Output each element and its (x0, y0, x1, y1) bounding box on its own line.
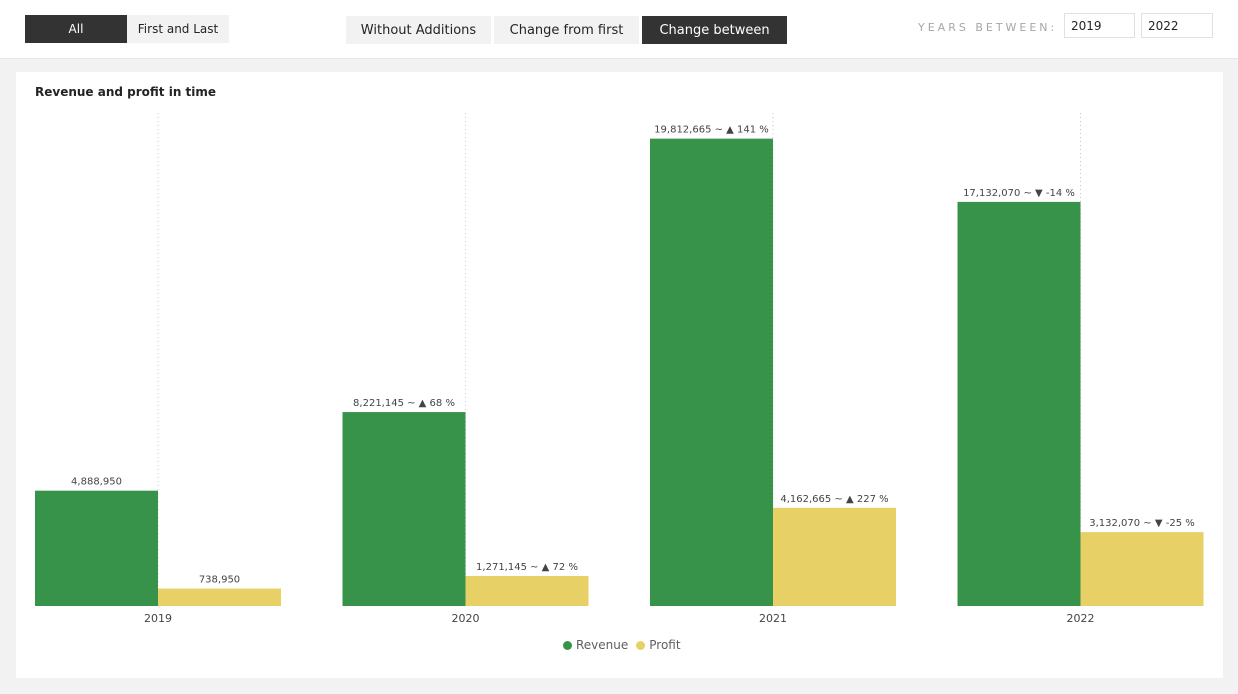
legend-profit-label: Profit (649, 638, 681, 652)
profit-data-label-2020: 1,271,145 ~ ▲ 72 % (476, 562, 578, 573)
chart-legend: Revenue Profit (563, 638, 689, 652)
x-tick-label-2022: 2022 (1067, 612, 1095, 625)
profit-bar-2020[interactable] (465, 576, 589, 606)
tab-without-additions[interactable]: Without Additions (346, 16, 491, 44)
year-to-input[interactable]: 2022 (1141, 13, 1213, 38)
legend-item-revenue[interactable]: Revenue (563, 638, 628, 652)
year-from-input[interactable]: 2019 (1064, 13, 1135, 38)
legend-profit-dot (636, 640, 646, 650)
toggle-first-and-last-button[interactable]: First and Last (127, 15, 229, 43)
revenue-data-label-2019: 4,888,950 (71, 477, 122, 488)
profit-bar-2019[interactable] (158, 588, 281, 606)
profit-bar-2021[interactable] (773, 507, 896, 606)
top-filter-bar: All First and Last Without Additions Cha… (0, 0, 1238, 59)
chart-title: Revenue and profit in time (35, 85, 217, 99)
legend-item-profit[interactable]: Profit (636, 638, 681, 652)
profit-data-label-2022: 3,132,070 ~ ▼ -25 % (1089, 518, 1195, 529)
revenue-bar-2021[interactable] (650, 138, 773, 606)
x-tick-label-2019: 2019 (144, 612, 172, 625)
revenue-data-label-2021: 19,812,665 ~ ▲ 141 % (654, 125, 769, 136)
revenue-bar-2019[interactable] (35, 490, 158, 606)
toggle-all-button[interactable]: All (25, 15, 127, 43)
revenue-bar-2020[interactable] (342, 412, 466, 606)
tab-change-between[interactable]: Change between (642, 16, 787, 44)
profit-data-label-2019: 738,950 (199, 575, 240, 586)
revenue-data-label-2022: 17,132,070 ~ ▼ -14 % (963, 188, 1075, 199)
years-between-label: YEARS BETWEEN: (918, 21, 1058, 34)
revenue-data-label-2020: 8,221,145 ~ ▲ 68 % (353, 398, 455, 409)
x-tick-label-2020: 2020 (452, 612, 480, 625)
legend-revenue-dot (563, 640, 572, 650)
tab-change-from-first[interactable]: Change from first (494, 16, 639, 44)
x-tick-label-2021: 2021 (759, 612, 787, 625)
profit-bar-2022[interactable] (1080, 532, 1204, 606)
legend-revenue-label: Revenue (576, 638, 629, 652)
revenue-bar-2022[interactable] (957, 201, 1081, 606)
profit-data-label-2021: 4,162,665 ~ ▲ 227 % (780, 494, 888, 505)
